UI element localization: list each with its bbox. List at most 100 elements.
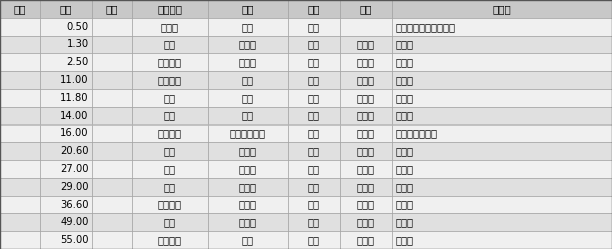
Text: 粉质黏土: 粉质黏土 <box>158 57 182 67</box>
Bar <box>40 178 92 196</box>
Text: 无层理: 无层理 <box>357 111 375 121</box>
Text: 密实: 密实 <box>308 146 319 156</box>
Bar <box>0 231 40 249</box>
Bar <box>340 0 392 18</box>
Bar <box>92 36 132 53</box>
Bar <box>288 231 340 249</box>
Bar <box>132 71 208 89</box>
Bar <box>208 71 288 89</box>
Text: 含有机质腐植物: 含有机质腐植物 <box>395 128 438 138</box>
Bar <box>392 53 612 71</box>
Bar <box>92 213 132 231</box>
Bar <box>132 0 208 18</box>
Text: 含铁质: 含铁质 <box>395 199 413 210</box>
Bar <box>288 107 340 124</box>
Text: 含贝壳: 含贝壳 <box>395 235 413 245</box>
Text: 粉土: 粉土 <box>164 111 176 121</box>
Text: 粉质黏土: 粉质黏土 <box>158 75 182 85</box>
Bar <box>40 36 92 53</box>
Bar <box>392 160 612 178</box>
Bar <box>208 89 288 107</box>
Bar <box>40 231 92 249</box>
Bar <box>208 160 288 178</box>
Text: 粉质黏土: 粉质黏土 <box>158 199 182 210</box>
Bar <box>92 107 132 124</box>
Bar <box>208 213 288 231</box>
Bar <box>392 231 612 249</box>
Text: 无层理: 无层理 <box>357 39 375 50</box>
Text: 粉土: 粉土 <box>164 146 176 156</box>
Text: 黏土: 黏土 <box>164 164 176 174</box>
Text: 可塑: 可塑 <box>308 164 319 174</box>
Bar <box>92 231 132 249</box>
Bar <box>92 0 132 18</box>
Bar <box>208 18 288 36</box>
Bar <box>340 178 392 196</box>
Text: 黏土: 黏土 <box>164 93 176 103</box>
Text: 可塑: 可塑 <box>308 57 319 67</box>
Text: 粉砂: 粉砂 <box>164 217 176 227</box>
Text: 无层理: 无层理 <box>357 199 375 210</box>
Bar <box>288 196 340 213</box>
Text: 灰色: 灰色 <box>242 93 254 103</box>
Text: 含铁质: 含铁质 <box>395 57 413 67</box>
Text: 素填土: 素填土 <box>161 22 179 32</box>
Text: 灰色: 灰色 <box>242 111 254 121</box>
Text: 20.60: 20.60 <box>60 146 89 156</box>
Text: 55.00: 55.00 <box>60 235 89 245</box>
Bar <box>392 71 612 89</box>
Bar <box>0 213 40 231</box>
Bar <box>288 124 340 142</box>
Bar <box>40 124 92 142</box>
Bar <box>392 89 612 107</box>
Bar <box>392 142 612 160</box>
Text: 无层理: 无层理 <box>357 164 375 174</box>
Text: 29.00: 29.00 <box>60 182 89 192</box>
Bar <box>132 53 208 71</box>
Bar <box>288 213 340 231</box>
Bar <box>132 18 208 36</box>
Bar <box>288 178 340 196</box>
Text: 27.00: 27.00 <box>60 164 89 174</box>
Bar <box>40 142 92 160</box>
Text: 0.50: 0.50 <box>67 22 89 32</box>
Text: 无层理: 无层理 <box>357 128 375 138</box>
Bar <box>92 160 132 178</box>
Bar <box>208 231 288 249</box>
Text: 褐黄色: 褐黄色 <box>239 182 257 192</box>
Bar <box>92 18 132 36</box>
Text: 褐黄色: 褐黄色 <box>239 164 257 174</box>
Bar <box>40 71 92 89</box>
Text: 岩土名称: 岩土名称 <box>157 4 182 14</box>
Text: 灰黄色: 灰黄色 <box>239 217 257 227</box>
Bar <box>132 36 208 53</box>
Bar <box>208 142 288 160</box>
Text: 含铁质: 含铁质 <box>395 39 413 50</box>
Text: 灰色: 灰色 <box>242 75 254 85</box>
Text: 黏土: 黏土 <box>164 182 176 192</box>
Text: 16.00: 16.00 <box>60 128 89 138</box>
Text: 14.00: 14.00 <box>61 111 89 121</box>
Bar <box>340 142 392 160</box>
Text: 粉质黏土: 粉质黏土 <box>158 128 182 138</box>
Bar <box>340 107 392 124</box>
Text: 软塑: 软塑 <box>308 93 319 103</box>
Bar <box>0 89 40 107</box>
Text: 1.30: 1.30 <box>67 39 89 50</box>
Bar <box>208 36 288 53</box>
Bar <box>340 160 392 178</box>
Text: 黏土: 黏土 <box>164 39 176 50</box>
Text: 灰黄色: 灰黄色 <box>239 199 257 210</box>
Bar <box>288 53 340 71</box>
Bar <box>132 196 208 213</box>
Text: 灰黄色: 灰黄色 <box>239 57 257 67</box>
Text: 11.80: 11.80 <box>60 93 89 103</box>
Text: 深度: 深度 <box>59 4 72 14</box>
Text: 有层理: 有层理 <box>357 75 375 85</box>
Bar <box>132 142 208 160</box>
Bar <box>340 196 392 213</box>
Bar <box>392 107 612 124</box>
Bar <box>340 231 392 249</box>
Text: 灰黄色: 灰黄色 <box>239 146 257 156</box>
Bar <box>40 213 92 231</box>
